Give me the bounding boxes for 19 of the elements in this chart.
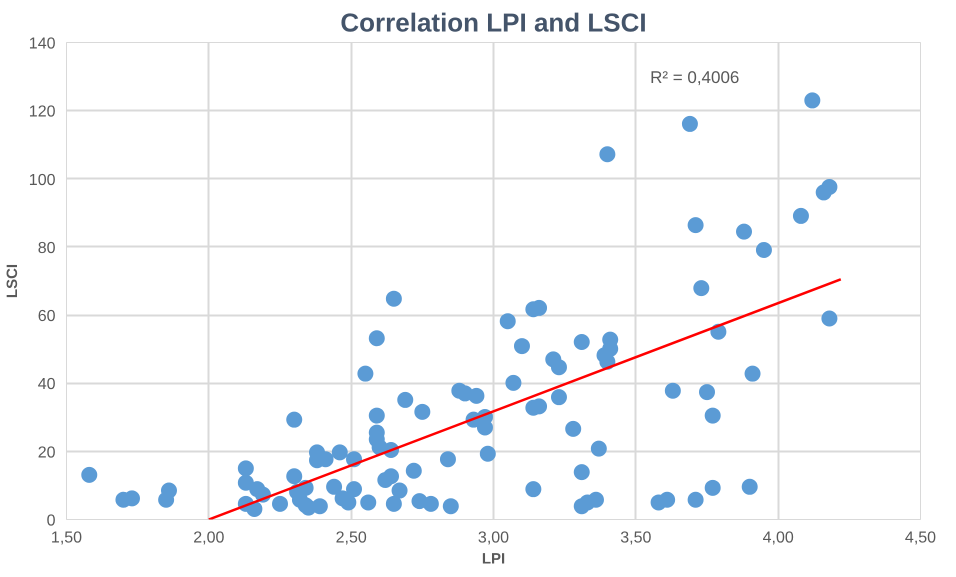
- x-tick-label: 1,50: [50, 530, 82, 546]
- y-tick-label: 80: [38, 240, 56, 257]
- y-tick-label: 0: [46, 512, 56, 530]
- x-tick-label: 2,00: [193, 530, 225, 546]
- y-tick-label: 20: [38, 444, 56, 462]
- x-tick-label: 3,50: [620, 530, 652, 546]
- y-axis-title: LSCI: [4, 264, 21, 298]
- x-tick-label: 2,50: [336, 530, 367, 546]
- x-tick-label: 3,00: [478, 530, 510, 546]
- x-tick-label: 4,50: [904, 530, 936, 546]
- x-tick-label: 4,00: [762, 530, 794, 546]
- y-tick-label: 60: [38, 308, 56, 326]
- y-tick-label: 120: [28, 104, 56, 121]
- chart-title: Correlation LPI and LSCI: [340, 8, 647, 38]
- x-axis-title: LPI: [482, 550, 506, 568]
- y-tick-label: 100: [28, 172, 56, 189]
- y-tick-label: 140: [28, 36, 56, 52]
- annotation: R² = 0,4006: [650, 68, 740, 87]
- y-tick-label: 40: [38, 376, 56, 394]
